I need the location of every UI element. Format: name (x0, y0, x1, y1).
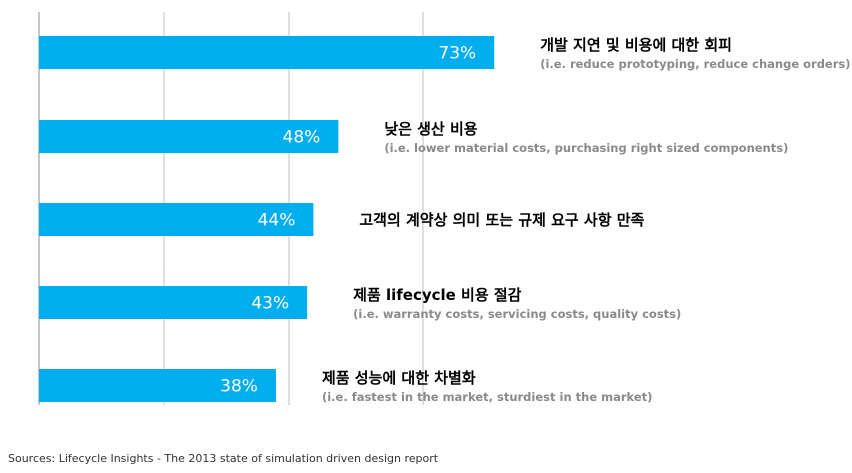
category-title: 낮은 생산 비용 (384, 120, 478, 138)
category-title: 제품 성능에 대한 차별화 (321, 369, 476, 387)
bar (39, 120, 339, 153)
bar (39, 36, 495, 69)
category-label: 낮은 생산 비용 (i.e. lower material costs, purc… (384, 118, 788, 155)
category-title: 제품 lifecycle 비용 절감 (353, 286, 522, 304)
value-label: 43% (251, 294, 289, 314)
category-label: 제품 성능에 대한 차별화 (i.e. fastest in the market… (322, 367, 652, 404)
category-title: 개발 지연 및 비용에 대한 회피 (540, 36, 732, 54)
value-label: 38% (220, 377, 258, 397)
value-label: 48% (283, 128, 321, 148)
value-label: 44% (258, 211, 296, 231)
category-subtitle: (i.e. reduce prototyping, reduce change … (540, 57, 851, 71)
bar (39, 369, 276, 402)
source-note: Sources: Lifecycle Insights - The 2013 s… (8, 452, 439, 465)
bar (39, 203, 314, 236)
value-labels: 73% 48% 44% 43% 38% (220, 44, 476, 397)
category-label: 제품 lifecycle 비용 절감 (i.e. warranty costs, … (353, 284, 681, 321)
bar (39, 286, 308, 319)
category-title: 고객의 계약상 의미 또는 규제 요구 사항 만족 (359, 211, 645, 229)
category-label: 고객의 계약상 의미 또는 규제 요구 사항 만족 (359, 209, 644, 230)
category-subtitle: (i.e. lower material costs, purchasing r… (384, 141, 789, 155)
value-label: 73% (438, 44, 476, 64)
category-subtitle: (i.e. fastest in the market, sturdiest i… (321, 390, 653, 404)
category-subtitle: (i.e. warranty costs, servicing costs, q… (353, 307, 682, 321)
bars (39, 36, 495, 402)
category-label: 개발 지연 및 비용에 대한 회피 (i.e. reduce prototypin… (540, 34, 850, 71)
